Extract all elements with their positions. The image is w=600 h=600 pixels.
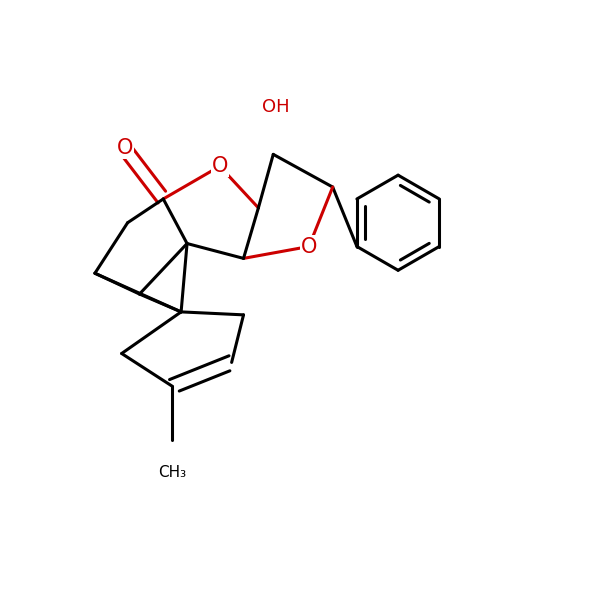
Text: OH: OH [262, 98, 290, 116]
Text: O: O [212, 156, 228, 176]
Text: CH₃: CH₃ [158, 465, 186, 480]
Text: O: O [116, 139, 133, 158]
Text: O: O [301, 236, 317, 257]
